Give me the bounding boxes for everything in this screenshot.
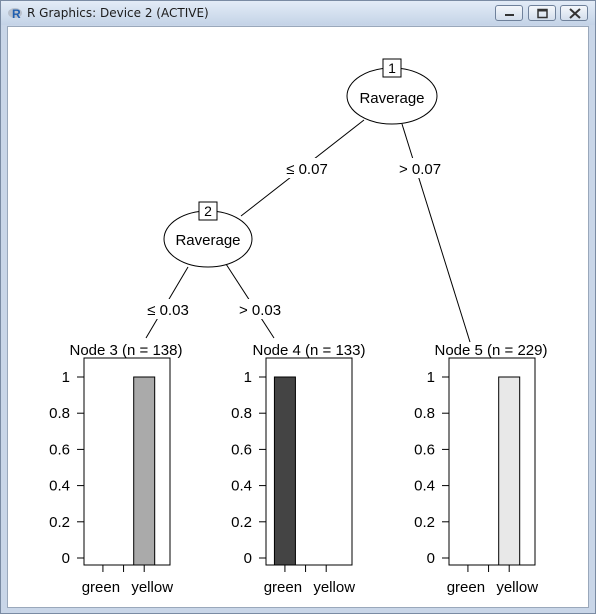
plot-area: ≤ 0.07 > 0.07 ≤ 0.03 > 0.03 Raverage 1 R… [7, 26, 589, 608]
y-tick-label: 0 [62, 550, 70, 567]
y-tick-label: 1 [427, 369, 435, 386]
window-title: R Graphics: Device 2 (ACTIVE) [27, 6, 209, 20]
node-id: 1 [388, 60, 396, 76]
edge-label: ≤ 0.07 [286, 161, 328, 178]
x-category-label: green [264, 579, 302, 596]
terminal-node-title: Node 4 (n = 133) [253, 342, 366, 359]
close-icon [569, 8, 581, 19]
bar-yellow [133, 376, 156, 566]
maximize-icon [537, 8, 548, 19]
node-id-box [198, 201, 218, 221]
decision-tree-plot: ≤ 0.07 > 0.07 ≤ 0.03 > 0.03 Raverage 1 R… [49, 58, 548, 596]
bar-panel-frame [448, 357, 536, 566]
minimize-icon [505, 14, 514, 16]
y-tick-label: 1 [62, 369, 70, 386]
y-tick-label: 0.4 [414, 478, 435, 495]
edge-label: ≤ 0.03 [147, 302, 189, 319]
y-tick-label: 0.2 [49, 514, 70, 531]
close-button[interactable] [560, 5, 588, 21]
y-tick-label: 0.2 [231, 514, 252, 531]
node-id-box [382, 58, 402, 78]
y-tick-label: 0.6 [231, 441, 252, 458]
node-variable-label: Raverage [359, 90, 424, 107]
terminal-node-title: Node 5 (n = 229) [435, 342, 548, 359]
minimize-button[interactable] [495, 5, 523, 21]
y-tick-label: 0.8 [49, 405, 70, 422]
x-category-label: yellow [313, 579, 355, 596]
x-category-label: green [82, 579, 120, 596]
node-id: 2 [204, 203, 212, 219]
x-category-label: green [447, 579, 485, 596]
y-tick-label: 0.2 [414, 514, 435, 531]
y-tick-label: 0.4 [231, 478, 252, 495]
x-category-label: yellow [496, 579, 538, 596]
terminal-node-title: Node 3 (n = 138) [70, 342, 183, 359]
maximize-button[interactable] [528, 5, 556, 21]
bar-green [273, 376, 296, 566]
node-variable-label: Raverage [175, 232, 240, 249]
bar-yellow [498, 376, 521, 566]
y-tick-label: 0.4 [49, 478, 70, 495]
edge-line-1-5 [401, 123, 471, 343]
edge-label: > 0.03 [239, 302, 281, 319]
y-tick-label: 0 [427, 550, 435, 567]
y-tick-label: 1 [244, 369, 252, 386]
y-tick-label: 0.8 [414, 405, 435, 422]
edge-label: > 0.07 [399, 161, 441, 178]
title-bar[interactable]: R R Graphics: Device 2 (ACTIVE) [1, 1, 595, 25]
y-tick-label: 0.6 [414, 441, 435, 458]
svg-text:R: R [12, 7, 21, 21]
bar-panel-frame [83, 357, 171, 566]
x-category-label: yellow [131, 579, 173, 596]
y-tick-label: 0.8 [231, 405, 252, 422]
y-tick-label: 0.6 [49, 441, 70, 458]
r-logo-icon: R [7, 5, 23, 21]
y-tick-label: 0 [244, 550, 252, 567]
